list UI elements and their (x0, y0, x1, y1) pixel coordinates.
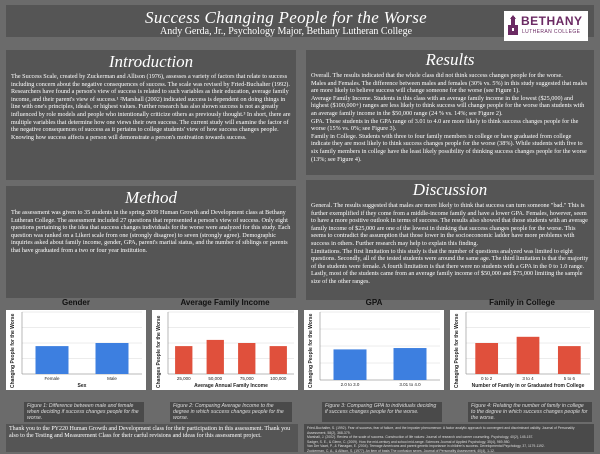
introduction-text: The Success Scale, created by Zuckerman … (11, 73, 291, 141)
figure-4-caption: Figure 4: Relating the number of family … (468, 402, 592, 422)
reference-item: Fried-Buchalter, S. (1992). Fear of succ… (307, 426, 575, 435)
x-axis-title: Number of Family in or Graduated from Co… (472, 383, 585, 389)
gpa-chart-ylabel: Changing People for the Worse (308, 313, 314, 388)
discussion-panel: Discussion General. The results suggeste… (306, 180, 594, 300)
title-bar: Success Changing People for the Worse An… (6, 5, 594, 41)
poster-title: Success Changing People for the Worse (145, 8, 427, 27)
method-text: The assessment was given to 35 students … (11, 209, 291, 254)
bar (475, 343, 499, 374)
results-text: Overall. The results indicated that the … (311, 72, 589, 163)
reference-item: Sadger, S. E., & Glenn, C. (2009). How t… (307, 439, 511, 444)
x-tick-label: 50,000 (208, 376, 222, 381)
x-tick-label: 2.0 to 3.0 (341, 382, 360, 387)
gender-chart: Female Male Sex (6, 310, 146, 390)
x-tick-label: 0 to 2 (481, 376, 493, 381)
gpa-chart-title: GPA (365, 298, 383, 307)
figure-1-caption: Figure 1: Difference between male and fe… (24, 402, 144, 422)
introduction-panel: Introduction The Success Scale, created … (6, 50, 296, 180)
results-family: Family in College. Students with three t… (311, 132, 587, 163)
discussion-general: General. The results suggested that male… (311, 202, 588, 247)
figure-2-caption: Figure 2: Comparing Average Income to th… (170, 402, 292, 422)
discussion-text: General. The results suggested that male… (311, 202, 589, 286)
x-tick-label: 75,000 (240, 376, 254, 381)
reference-item: Van Der Vaart, P., & Flanagan, E. (2004)… (307, 444, 545, 448)
results-overall: Overall. The results indicated that the … (311, 72, 563, 79)
gpa-chart: 2.0 to 3.0 3.01 to 4.0 (304, 310, 444, 390)
gender-chart-title: Gender (61, 298, 90, 307)
x-tick-label: 100,000 (270, 376, 287, 381)
references-panel: Fried-Buchalter, S. (1992). Fear of succ… (304, 424, 594, 453)
acknowledgements-panel: Thank you to the PY220 Human Growth and … (6, 424, 298, 452)
bar (333, 349, 367, 380)
discussion-limitations: Limitations. The first limitation to thi… (311, 247, 589, 285)
x-tick-label: Female (44, 376, 60, 381)
x-tick-label: 3 to 4 (522, 376, 534, 381)
x-axis-title: Sex (78, 383, 87, 389)
logo-tower-icon (508, 15, 518, 35)
bar (206, 339, 224, 374)
results-heading: Results (425, 50, 475, 69)
x-tick-label: 5 to 6 (564, 376, 576, 381)
income-chart-title: Average Family Income (180, 298, 270, 307)
poster-subtitle: Andy Gerda, Jr., Psychology Major, Betha… (159, 26, 413, 37)
bar (175, 346, 193, 374)
family-chart: 0 to 2 3 to 4 5 to 6 Number of Family in or… (450, 310, 594, 390)
reference-item: Zuckerman, C. A., & Allison, S. (1977). … (307, 448, 495, 453)
results-income: Average Family Income. Students in this … (311, 94, 585, 117)
x-tick-label: 25,000 (177, 376, 191, 381)
reference-item: Marshall, J. (2002). Review of the scale… (307, 435, 534, 439)
acknowledgements-text: Thank you to the PY220 Human Growth and … (9, 426, 291, 440)
x-tick-label: Male (107, 376, 117, 381)
bar (393, 348, 427, 380)
introduction-heading: Introduction (108, 52, 194, 71)
bar (557, 346, 581, 374)
income-chart-ylabel: Changes People for the Worse (156, 315, 162, 388)
bar (269, 346, 287, 374)
family-chart-ylabel: Changing People for the Worse (454, 313, 460, 388)
results-panel: Results Overall. The results indicated t… (306, 50, 594, 175)
logo-subtext: LUTHERAN COLLEGE (522, 29, 581, 35)
results-gender: Males and Females. The difference betwee… (311, 79, 588, 95)
logo-text: BETHANY (521, 14, 583, 28)
method-panel: Method The assessment was given to 35 st… (6, 186, 296, 298)
family-chart-title: Family in College (489, 298, 555, 307)
method-heading: Method (125, 188, 177, 207)
x-axis-title: Average Annual Family Income (194, 383, 268, 389)
college-logo: BETHANY LUTHERAN COLLEGE (504, 11, 588, 41)
gender-chart-ylabel: Changing People for the Worse (10, 313, 16, 388)
bar (238, 343, 256, 374)
bar (516, 336, 540, 374)
bar (35, 346, 69, 374)
bar (95, 343, 129, 374)
results-gpa: GPA. Those students in the GPA range of … (311, 117, 579, 133)
discussion-heading: Discussion (412, 180, 488, 199)
references-list: Fried-Buchalter, S. (1992). Fear of succ… (307, 426, 591, 453)
figure-3-caption: Figure 3: Comparing GPA to individuals d… (322, 402, 442, 422)
x-tick-label: 3.01 to 4.0 (399, 382, 421, 387)
